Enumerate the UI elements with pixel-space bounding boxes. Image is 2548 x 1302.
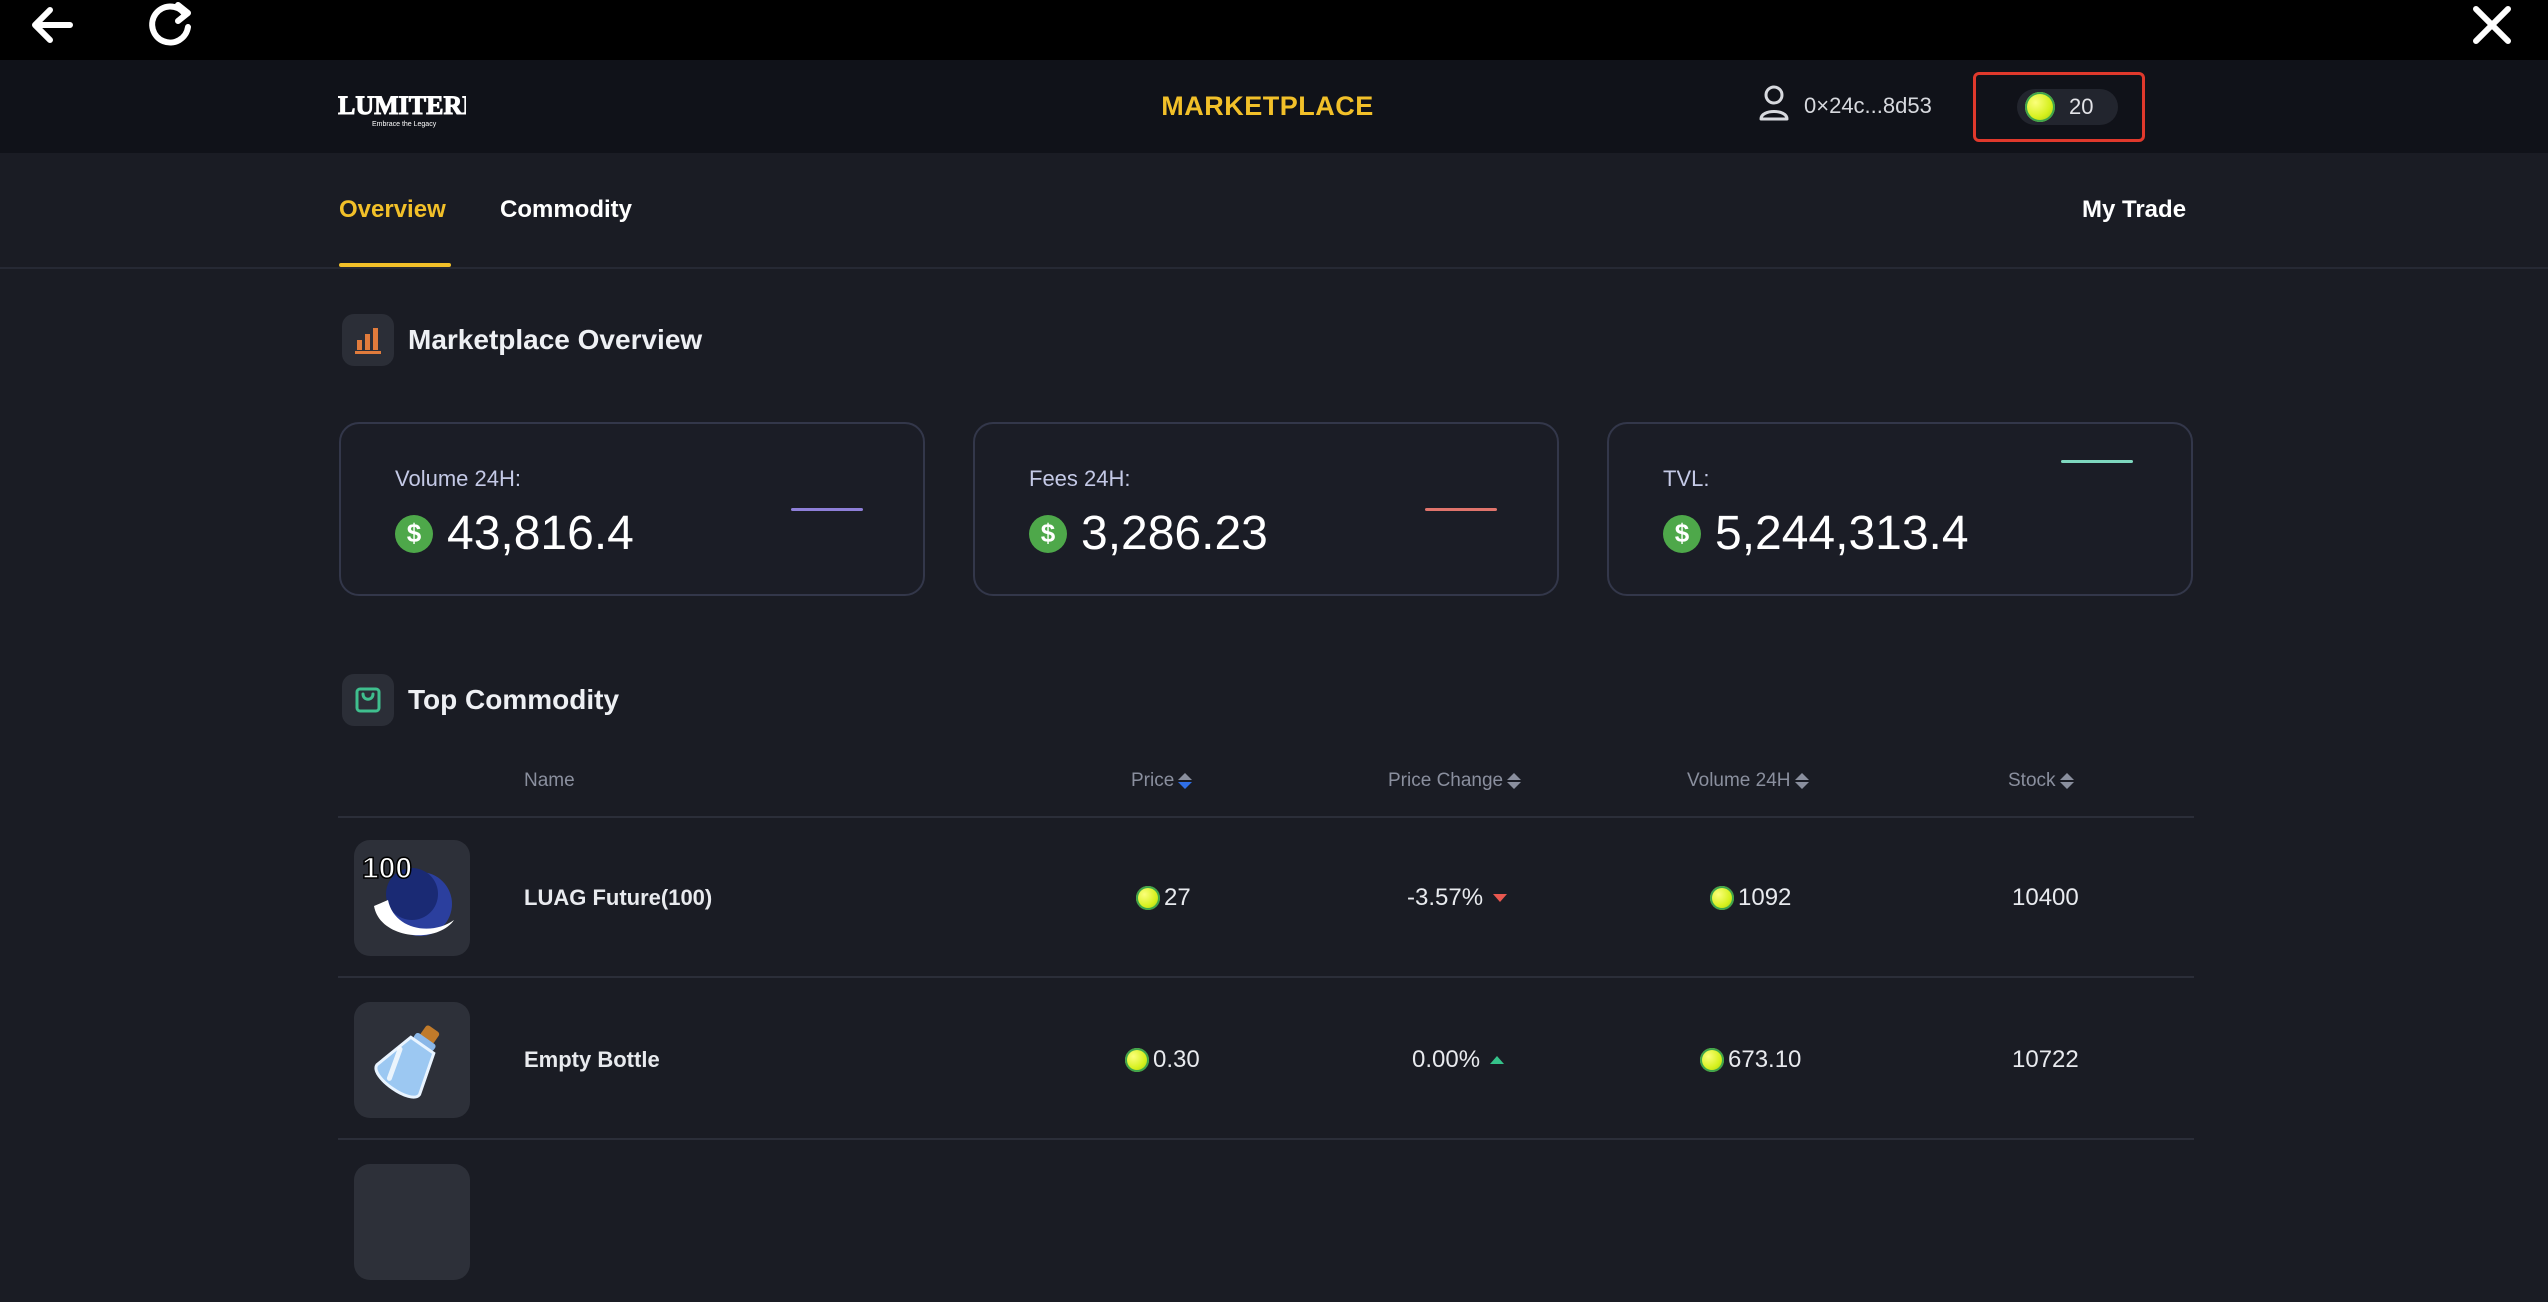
token-coin-icon	[1136, 886, 1160, 910]
wallet-account[interactable]: 0×24c...8d53	[1758, 85, 1932, 127]
column-header-volume[interactable]: Volume 24H	[1687, 770, 1809, 792]
table-row[interactable]: Empty Bottle 0.30 0.00% 673.10 10722	[338, 980, 2194, 1140]
dollar-icon: $	[1663, 514, 1701, 553]
bar-chart-icon	[342, 314, 394, 366]
tab-commodity[interactable]: Commodity	[500, 196, 632, 223]
my-trade-link[interactable]: My Trade	[2082, 196, 2187, 223]
token-coin-icon	[1700, 1048, 1724, 1072]
token-balance[interactable]: 20	[2017, 89, 2118, 125]
svg-text:100: 100	[362, 852, 412, 885]
price-value: 27	[1164, 884, 1191, 911]
commodity-stock: 10722	[2012, 1046, 2079, 1073]
browser-toolbar	[0, 0, 2548, 60]
commodity-name: LUAG Future(100)	[524, 885, 713, 910]
fees-24h-card: Fees 24H: $ 3,286.23	[973, 422, 1559, 596]
top-commodity-section-title: Top Commodity	[342, 674, 619, 726]
column-header-stock-label: Stock	[2008, 770, 2056, 791]
token-coin-icon	[2025, 92, 2055, 122]
commodity-name: Empty Bottle	[524, 1047, 660, 1072]
commodity-table-header: Name Price Price Change Volume 24H Stock	[338, 760, 2194, 818]
app-header: LUMITERRA Embrace the Legacy MARKETPLACE…	[0, 60, 2548, 153]
page-title: MARKETPLACE	[1161, 91, 1374, 121]
stat-value: $ 5,244,313.4	[1663, 506, 1969, 561]
empty-bottle-thumbnail	[354, 1002, 470, 1118]
volume-value: 673.10	[1728, 1046, 1802, 1073]
volume-24h-card: Volume 24H: $ 43,816.4	[339, 422, 925, 596]
column-header-price-change-label: Price Change	[1388, 770, 1504, 791]
back-arrow-icon[interactable]	[22, 0, 82, 50]
commodity-volume: 673.10	[1700, 980, 1801, 1140]
column-header-price[interactable]: Price	[1131, 770, 1193, 792]
commodity-price-change: -3.57%	[1407, 818, 1508, 978]
dollar-icon: $	[1029, 514, 1067, 553]
sparkline	[791, 508, 863, 511]
tab-bar: Overview Commodity My Trade	[0, 153, 2548, 269]
sort-icon	[1178, 773, 1193, 789]
sort-icon	[2059, 773, 2074, 789]
svg-text:LUMITERRA: LUMITERRA	[338, 91, 466, 120]
column-header-name: Name	[524, 770, 575, 792]
commodity-price: 27	[1136, 818, 1191, 978]
tvl-card: TVL: $ 5,244,313.4	[1607, 422, 2193, 596]
token-coin-icon	[1710, 886, 1734, 910]
table-row[interactable]	[338, 1142, 2194, 1302]
commodity-price-change: 0.00%	[1412, 980, 1505, 1140]
column-header-stock[interactable]: Stock	[2008, 770, 2074, 792]
commodity-thumbnail	[354, 1164, 470, 1280]
column-header-volume-label: Volume 24H	[1687, 770, 1791, 791]
token-balance-value: 20	[2069, 94, 2094, 119]
wallet-address: 0×24c...8d53	[1804, 93, 1932, 118]
svg-text:Embrace the Legacy: Embrace the Legacy	[372, 121, 437, 128]
column-header-price-change[interactable]: Price Change	[1388, 770, 1522, 792]
stat-value: $ 3,286.23	[1029, 506, 1268, 561]
stat-value: $ 43,816.4	[395, 506, 634, 561]
price-change-value: -3.57%	[1407, 884, 1484, 911]
refresh-icon[interactable]	[140, 0, 200, 50]
dollar-icon: $	[395, 514, 433, 553]
stat-value-text: 5,244,313.4	[1715, 507, 1969, 560]
overview-title-text: Marketplace Overview	[408, 324, 703, 355]
sort-icon	[1507, 773, 1522, 789]
overview-section-title: Marketplace Overview	[342, 314, 702, 366]
price-value: 0.30	[1153, 1046, 1200, 1073]
trend-down-icon	[1493, 894, 1508, 902]
price-change-value: 0.00%	[1412, 1046, 1481, 1073]
table-row[interactable]: 100 LUAG Future(100) 27 -3.57% 1092 1040…	[338, 818, 2194, 978]
top-commodity-title-text: Top Commodity	[408, 684, 620, 715]
column-header-name-label: Name	[524, 770, 575, 791]
sort-icon	[1794, 773, 1809, 789]
commodity-price: 0.30	[1125, 980, 1200, 1140]
stat-label: Volume 24H:	[395, 466, 521, 491]
luag-future-thumbnail: 100	[354, 840, 470, 956]
shopping-bag-icon	[342, 674, 394, 726]
stat-value-text: 3,286.23	[1081, 507, 1268, 560]
tab-overview[interactable]: Overview	[339, 196, 446, 223]
stat-value-text: 43,816.4	[447, 507, 634, 560]
column-header-price-label: Price	[1131, 770, 1175, 791]
stat-label: Fees 24H:	[1029, 466, 1131, 491]
user-icon	[1758, 85, 1790, 127]
lumiterra-logo[interactable]: LUMITERRA Embrace the Legacy	[338, 88, 501, 130]
sparkline	[2061, 460, 2133, 463]
commodity-volume: 1092	[1710, 818, 1791, 978]
trend-up-icon	[1490, 1056, 1505, 1064]
volume-value: 1092	[1738, 884, 1792, 911]
sparkline	[1425, 508, 1497, 511]
close-icon[interactable]	[2462, 0, 2522, 50]
commodity-stock: 10400	[2012, 884, 2079, 911]
active-tab-indicator	[339, 263, 451, 267]
token-coin-icon	[1125, 1048, 1149, 1072]
balance-highlight-box	[1973, 72, 2145, 142]
stat-label: TVL:	[1663, 466, 1710, 491]
